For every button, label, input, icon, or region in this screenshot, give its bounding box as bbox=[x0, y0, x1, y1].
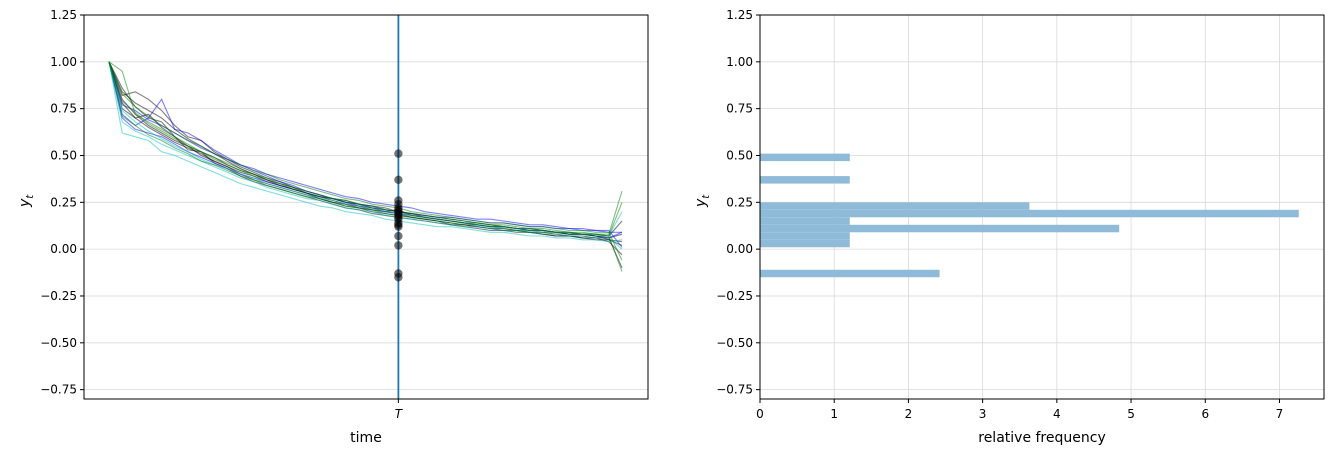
right-ytick-label: 0.75 bbox=[726, 102, 753, 116]
sample-path-line bbox=[108, 61, 623, 237]
right-ytick-label: 0.50 bbox=[726, 148, 753, 162]
xtick-label-T: T bbox=[395, 407, 404, 421]
right-xtick-label: 4 bbox=[1053, 407, 1061, 421]
right-chart: 1.251.000.750.500.250.00−0.25−0.50−0.75 … bbox=[693, 8, 1325, 446]
sample-path-line bbox=[108, 61, 623, 256]
left-ytick-label: 0.50 bbox=[50, 148, 77, 162]
right-ytick-labels: 1.25 1.00 0.75 0.50 0.25 0.00 −0.25 −0.50 −0.75 bbox=[716, 8, 760, 397]
sample-path-line bbox=[108, 61, 623, 237]
t-points-group bbox=[394, 149, 403, 282]
right-ytick-label: 0.00 bbox=[726, 242, 753, 256]
right-ylabel-sub: t bbox=[701, 194, 712, 199]
right-ytick-label: 0.25 bbox=[726, 195, 753, 209]
t-point-marker bbox=[394, 222, 403, 231]
histogram-bar bbox=[760, 269, 940, 278]
right-ylabel-main: y bbox=[693, 198, 709, 208]
left-chart: 1.251.000.750.500.250.00−0.25−0.50−0.75 … bbox=[17, 8, 649, 446]
left-ytick-label: 1.25 bbox=[50, 8, 77, 22]
left-x-axis-label: time bbox=[350, 430, 382, 446]
histogram-bar bbox=[760, 153, 850, 162]
left-ytick-label: 0.25 bbox=[50, 195, 77, 209]
left-ytick-label: 0.00 bbox=[50, 242, 77, 256]
histogram-bar bbox=[760, 224, 1120, 233]
right-ytick-label: −0.50 bbox=[716, 336, 753, 350]
right-xtick-label: 6 bbox=[1201, 407, 1209, 421]
left-ytick-label: 0.75 bbox=[50, 102, 77, 116]
right-xtick-labels: 0 1 2 3 4 5 6 7 bbox=[756, 399, 1283, 421]
left-y-axis-label: yt bbox=[17, 194, 36, 208]
t-point-marker bbox=[394, 175, 403, 185]
left-ytick-label: −0.50 bbox=[40, 336, 77, 350]
right-y-axis-label: yt bbox=[693, 194, 712, 208]
sample-path-line bbox=[108, 61, 623, 248]
right-bars-group bbox=[760, 153, 1299, 278]
sample-path-line bbox=[108, 61, 623, 261]
right-ytick-label: −0.25 bbox=[716, 289, 753, 303]
right-xtick-label: 1 bbox=[830, 407, 838, 421]
right-ytick-label: −0.75 bbox=[716, 383, 753, 397]
right-xtick-label: 7 bbox=[1276, 407, 1284, 421]
sample-path-line bbox=[108, 61, 623, 269]
t-point-marker bbox=[394, 231, 403, 241]
histogram-bar bbox=[760, 176, 850, 184]
left-ytick-labels: 1.25 1.00 0.75 0.50 0.25 0.00 −0.25 −0.50 −0.75 bbox=[40, 8, 84, 397]
right-ytick-label: 1.00 bbox=[726, 55, 753, 69]
t-point-marker bbox=[394, 273, 403, 282]
sample-path-line bbox=[108, 61, 623, 235]
sample-path-line bbox=[108, 61, 623, 246]
left-ytick-label: 1.00 bbox=[50, 55, 77, 69]
t-point-marker bbox=[394, 149, 403, 158]
right-xtick-label: 5 bbox=[1127, 407, 1135, 421]
left-ytick-label: −0.25 bbox=[40, 289, 77, 303]
sample-path-line bbox=[108, 61, 623, 272]
sample-path-line bbox=[108, 61, 623, 243]
left-axes-frame bbox=[83, 14, 649, 400]
right-ytick-label: 1.25 bbox=[726, 8, 753, 22]
sample-path-line bbox=[108, 61, 623, 250]
histogram-bar bbox=[760, 202, 1030, 210]
right-xtick-label: 0 bbox=[756, 407, 764, 421]
histogram-bar bbox=[760, 239, 850, 248]
left-ylabel-sub: t bbox=[25, 194, 36, 199]
left-ytick-label: −0.75 bbox=[40, 383, 77, 397]
left-ylabel-main: y bbox=[17, 198, 33, 208]
histogram-bar bbox=[760, 217, 850, 225]
histogram-bar bbox=[760, 232, 850, 240]
right-x-axis-label: relative frequency bbox=[978, 430, 1105, 446]
right-axes-frame bbox=[759, 14, 1325, 400]
right-xtick-label: 3 bbox=[979, 407, 987, 421]
t-point-marker bbox=[394, 241, 403, 250]
right-xtick-label: 2 bbox=[905, 407, 913, 421]
left-series-group bbox=[108, 61, 623, 272]
histogram-bar bbox=[760, 209, 1299, 218]
